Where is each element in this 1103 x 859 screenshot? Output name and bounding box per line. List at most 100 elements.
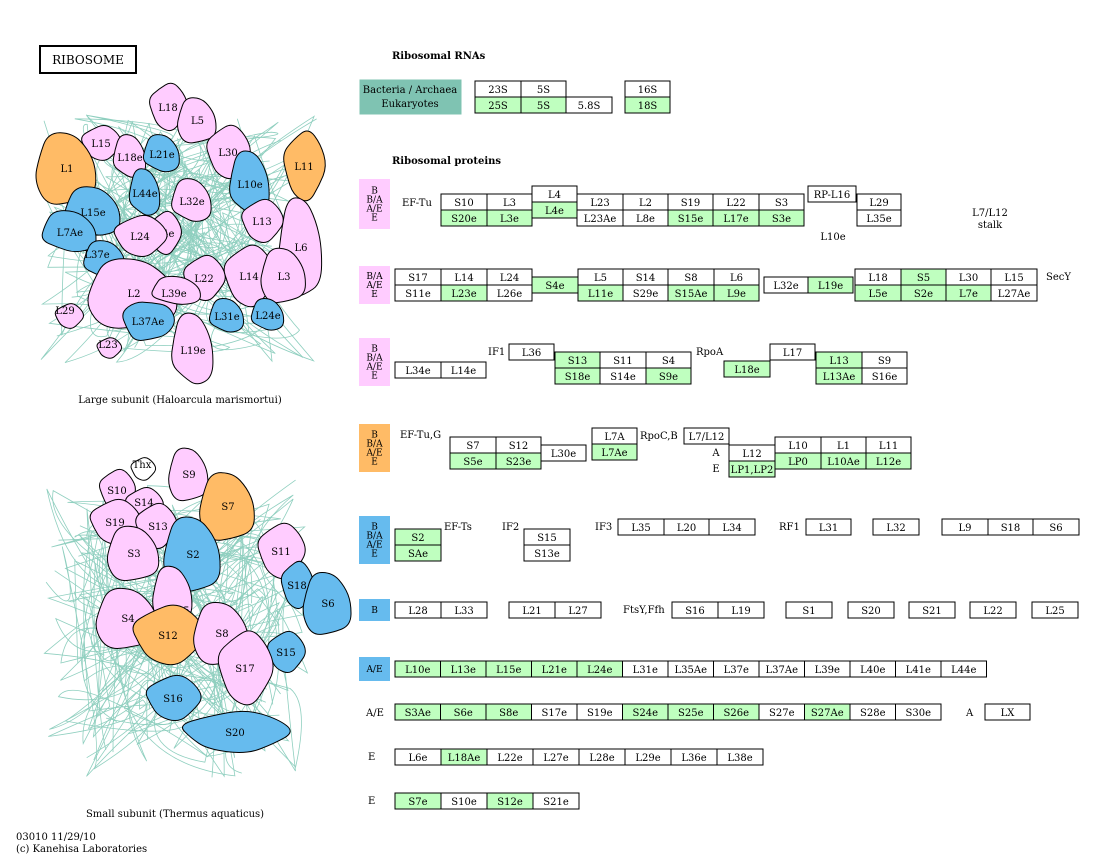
r2-bottom-l23e[interactable]: L23e [440,284,488,302]
r7-box-l39e[interactable]: L39e [804,660,851,678]
r4-top-s7[interactable]: S7 [449,436,497,454]
r6-box-s20[interactable]: S20 [847,601,895,619]
r8-box-s30e[interactable]: S30e [895,703,942,721]
r5-box-sae[interactable]: SAe [394,544,442,562]
r9-box-l38e[interactable]: L38e [716,748,764,766]
r6-box-l21[interactable]: L21 [508,601,556,619]
r10-box-s7e[interactable]: S7e [394,792,442,810]
r9-box-l36e[interactable]: L36e [670,748,718,766]
r3-top-l13[interactable]: L13 [815,351,863,369]
r8-box-s26e[interactable]: S26e [713,703,760,721]
r3-top-l36[interactable]: L36 [508,343,555,361]
r5-box-l32[interactable]: L32 [872,518,920,536]
r2-bottom-s4e[interactable]: S4e [531,276,579,294]
r8-box-lx[interactable]: LX [984,703,1031,721]
r3-top-s11[interactable]: S11 [599,351,647,369]
r5-box-l31[interactable]: L31 [805,518,852,536]
r3-top-s9[interactable]: S9 [861,351,908,369]
r2-top-l15[interactable]: L15 [990,268,1038,286]
r4-bottom-lp1-lp2[interactable]: LP1,LP2 [728,460,776,478]
r8-box-s19e[interactable]: S19e [576,703,623,721]
r4-top-l12[interactable]: L12 [728,444,776,462]
r1-top-l22[interactable]: L22 [712,193,760,211]
r1-bottom-l35e[interactable]: L35e [856,209,902,227]
r1-bottom-s15e[interactable]: S15e [667,209,714,227]
r6-box-s16[interactable]: S16 [671,601,719,619]
r5-box-s15[interactable]: S15 [523,528,571,546]
r10-box-s21e[interactable]: S21e [532,792,580,810]
r1-top-s10[interactable]: S10 [440,193,488,211]
rna-box-5s[interactable]: 5S [520,80,567,98]
r7-box-l41e[interactable]: L41e [895,660,942,678]
r2-bottom-s29e[interactable]: S29e [622,284,669,302]
r3-bottom-l34e[interactable]: L34e [394,361,442,379]
r4-bottom-lp0[interactable]: LP0 [774,452,822,470]
r7-box-l44e[interactable]: L44e [940,660,987,678]
r7-box-l40e[interactable]: L40e [849,660,896,678]
r2-bottom-l7e[interactable]: L7e [945,284,992,302]
r2-bottom-l5e[interactable]: L5e [854,284,902,302]
r4-top-s12[interactable]: S12 [495,436,542,454]
r2-top-l30[interactable]: L30 [945,268,992,286]
rna-box-18s[interactable]: 18S [624,96,671,114]
r9-box-l22e[interactable]: L22e [486,748,534,766]
r7-box-l21e[interactable]: L21e [531,660,578,678]
r3-top-s4[interactable]: S4 [645,351,692,369]
r3-top-l17[interactable]: L17 [769,343,816,361]
r3-bottom-l14e[interactable]: L14e [440,361,487,379]
r8-box-s27ae[interactable]: S27Ae [804,703,851,721]
r2-bottom-l19e[interactable]: L19e [807,276,854,294]
r2-top-s5[interactable]: S5 [900,268,947,286]
r10-box-s12e[interactable]: S12e [486,792,534,810]
r7-box-l15e[interactable]: L15e [485,660,532,678]
r5-box-s18[interactable]: S18 [987,518,1034,536]
r7-box-l35ae[interactable]: L35Ae [667,660,714,678]
r4-bottom-l30e[interactable]: L30e [540,444,587,462]
r6-box-l33[interactable]: L33 [440,601,488,619]
r6-box-l27[interactable]: L27 [554,601,602,619]
r9-box-l6e[interactable]: L6e [394,748,442,766]
r8-box-s28e[interactable]: S28e [849,703,896,721]
r5-box-s2[interactable]: S2 [394,528,442,546]
r2-top-l6[interactable]: L6 [713,268,760,286]
r6-box-s1[interactable]: S1 [785,601,833,619]
r6-box-l25[interactable]: L25 [1031,601,1079,619]
r4-top-l1[interactable]: L1 [820,436,867,454]
r6-box-l19[interactable]: L19 [717,601,765,619]
r8-box-s27e[interactable]: S27e [758,703,805,721]
r1-top-l29[interactable]: L29 [856,193,902,211]
r1-bottom-l3e[interactable]: L3e [486,209,533,227]
r3-bottom-s14e[interactable]: S14e [599,367,647,385]
r2-bottom-l27ae[interactable]: L27Ae [990,284,1038,302]
r5-box-l35[interactable]: L35 [617,518,665,536]
r1-top-l3[interactable]: L3 [486,193,533,211]
r4-bottom-s23e[interactable]: S23e [495,452,542,470]
r1-top-s3[interactable]: S3 [758,193,805,211]
r2-bottom-l9e[interactable]: L9e [713,284,760,302]
r1-bottom-l8e[interactable]: L8e [622,209,669,227]
r2-top-l24[interactable]: L24 [486,268,533,286]
r1-bottom-s3e[interactable]: S3e [758,209,805,227]
r3-bottom-l18e[interactable]: L18e [723,360,771,378]
r3-bottom-s9e[interactable]: S9e [645,367,692,385]
rna-box-25s[interactable]: 25S [474,96,522,114]
r9-box-l28e[interactable]: L28e [578,748,626,766]
r8-box-s6e[interactable]: S6e [440,703,487,721]
r2-bottom-l32e[interactable]: L32e [763,276,809,294]
r3-bottom-s16e[interactable]: S16e [861,367,908,385]
r9-box-l27e[interactable]: L27e [532,748,580,766]
r2-bottom-s15ae[interactable]: S15Ae [667,284,715,302]
r2-top-l18[interactable]: L18 [854,268,902,286]
r4-bottom-s5e[interactable]: S5e [449,452,497,470]
r8-box-s25e[interactable]: S25e [667,703,714,721]
r4-bottom-l12e[interactable]: L12e [865,452,912,470]
r5-box-l34[interactable]: L34 [708,518,756,536]
r6-box-l28[interactable]: L28 [394,601,442,619]
r4-bottom-l10ae[interactable]: L10Ae [820,452,867,470]
r2-top-l5[interactable]: L5 [577,268,624,286]
r4-top-l7-l12[interactable]: L7/L12 [683,427,730,445]
r7-box-l31e[interactable]: L31e [622,660,669,678]
r1-top-l4[interactable]: L4 [531,185,578,203]
r5-box-s13e[interactable]: S13e [523,544,571,562]
r8-box-s17e[interactable]: S17e [531,703,578,721]
